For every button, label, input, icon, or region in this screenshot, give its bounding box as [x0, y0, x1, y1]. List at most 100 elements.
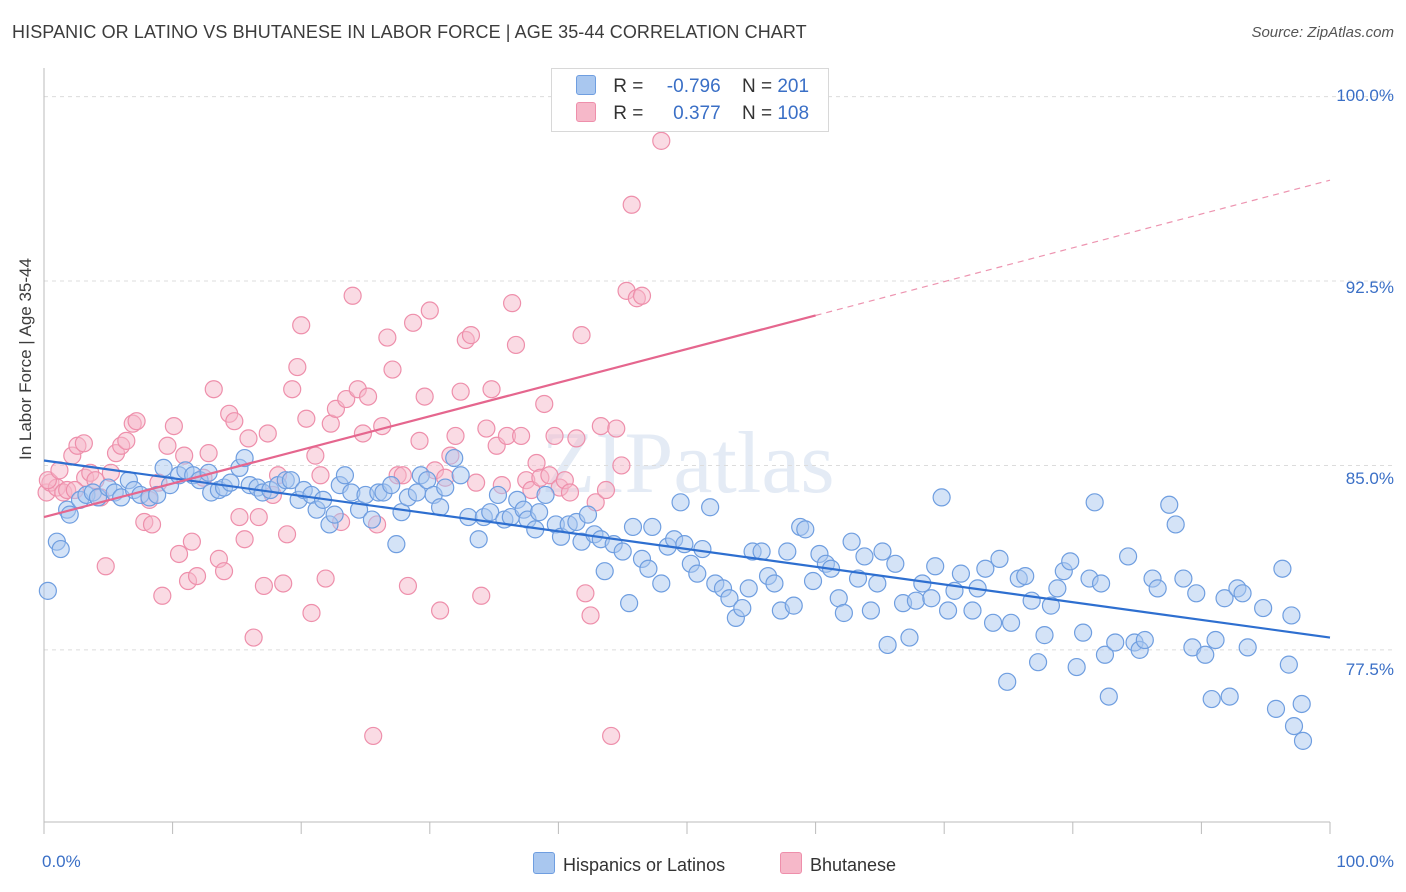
data-point — [652, 574, 671, 593]
data-point — [620, 594, 639, 613]
data-point — [364, 726, 383, 746]
data-point — [560, 483, 580, 502]
data-point — [311, 466, 330, 485]
data-point — [1238, 638, 1257, 657]
source-credit: Source: ZipAtlas.com — [1251, 24, 1394, 41]
n-value: 201 — [777, 76, 810, 97]
data-point — [51, 539, 70, 559]
data-point — [1282, 606, 1301, 625]
data-point — [204, 380, 223, 399]
r-label: R = — [613, 76, 644, 97]
legend-item-hispanic[interactable]: Hispanics or Latinos — [533, 852, 725, 876]
data-point — [244, 628, 263, 647]
data-point — [990, 549, 1009, 568]
data-point — [358, 387, 378, 406]
data-point — [127, 412, 146, 431]
data-point — [187, 566, 207, 586]
pink-swatch — [576, 102, 596, 122]
blue-swatch — [576, 75, 596, 95]
data-point — [430, 601, 450, 620]
data-point — [671, 493, 690, 512]
data-point — [622, 195, 641, 214]
data-point — [1273, 559, 1292, 578]
data-point — [445, 448, 464, 468]
x-tick-label: 0.0% — [42, 852, 81, 871]
data-point — [488, 485, 508, 505]
data-point — [906, 591, 926, 610]
data-point — [1035, 626, 1054, 645]
data-point — [383, 360, 402, 379]
data-point — [101, 463, 120, 482]
trend-lines — [43, 179, 1331, 639]
data-point — [325, 505, 344, 524]
n-label: N = — [741, 76, 773, 97]
data-point — [1028, 653, 1048, 672]
legend-label: Bhutanese — [810, 855, 897, 875]
data-point — [225, 412, 244, 431]
data-point — [1048, 579, 1067, 598]
data-point — [446, 426, 465, 446]
data-point — [182, 532, 201, 551]
data-point — [1061, 552, 1080, 571]
y-axis-label: In Labor Force | Age 35-44 — [16, 258, 35, 460]
data-point — [848, 569, 868, 588]
data-point — [230, 507, 249, 527]
data-point — [803, 571, 823, 591]
blue-swatch — [533, 852, 555, 874]
data-point — [461, 326, 481, 345]
data-point — [545, 426, 564, 446]
data-point — [1293, 731, 1313, 750]
legend-row-hispanic: R = -0.796 N = 201 — [576, 75, 809, 101]
data-point — [154, 458, 173, 478]
r-label: R = — [613, 103, 644, 124]
data-point — [1279, 655, 1298, 674]
data-point — [886, 554, 905, 573]
data-point — [693, 539, 712, 559]
y-tick-label: 85.0% — [1345, 469, 1394, 488]
data-point — [288, 357, 307, 377]
data-point — [784, 596, 803, 615]
data-point — [506, 335, 526, 355]
data-point — [158, 436, 177, 455]
data-point — [415, 387, 434, 406]
data-point — [613, 542, 632, 561]
data-point — [387, 535, 406, 554]
data-point — [855, 547, 874, 566]
legend-row-bhutanese: R = 0.377 N = 108 — [576, 102, 809, 128]
data-point — [306, 446, 325, 465]
data-point — [410, 431, 429, 450]
data-point — [926, 557, 945, 576]
data-point — [297, 409, 316, 428]
data-point — [153, 586, 172, 605]
data-point — [765, 574, 784, 593]
data-point — [1196, 645, 1215, 664]
data-point — [739, 579, 758, 598]
data-point — [316, 569, 335, 588]
bhutanese-trend-line — [43, 314, 816, 519]
data-point — [842, 532, 861, 551]
data-point — [963, 601, 982, 620]
gridlines — [44, 96, 1392, 651]
data-point — [1118, 547, 1138, 566]
data-point — [639, 559, 658, 578]
data-point — [576, 584, 595, 603]
data-point — [74, 434, 93, 453]
data-point — [1187, 584, 1206, 603]
legend-item-bhutanese[interactable]: Bhutanese — [780, 852, 896, 876]
data-point — [169, 544, 189, 564]
y-tick-label: 100.0% — [1336, 86, 1394, 105]
bhutanese-trend-extension — [815, 179, 1331, 317]
data-point — [720, 589, 739, 608]
data-point — [581, 606, 600, 625]
data-point — [466, 473, 486, 492]
data-point — [274, 574, 293, 593]
data-point — [632, 286, 652, 305]
data-point — [420, 301, 439, 320]
data-point — [343, 286, 362, 305]
data-point — [337, 389, 356, 409]
data-point — [688, 564, 707, 583]
data-point — [1160, 495, 1179, 514]
data-point — [393, 466, 412, 485]
data-point — [578, 505, 598, 524]
